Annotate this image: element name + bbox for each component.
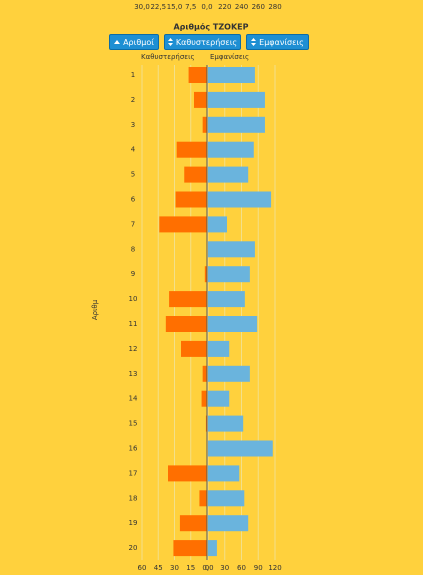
bar <box>175 191 207 208</box>
bar <box>208 241 255 258</box>
x-tick-label: 60 <box>237 564 246 572</box>
top-tick-label: 15,0 <box>167 3 183 11</box>
top-tick-label: 240 <box>235 3 248 11</box>
bar <box>201 390 207 407</box>
bar <box>181 340 207 357</box>
sort-button[interactable]: Εμφανίσεις <box>246 34 309 50</box>
y-tick-label: 12 <box>129 345 138 353</box>
y-tick-label: 17 <box>129 469 138 477</box>
x-tick-label: 120 <box>268 564 281 572</box>
x-tick-label: 30 <box>220 564 229 572</box>
x-tick-label: 15 <box>186 564 195 572</box>
y-tick-label: 5 <box>131 171 135 179</box>
bar <box>204 266 207 283</box>
bar <box>205 415 207 432</box>
bar <box>208 316 258 332</box>
bar <box>165 316 207 332</box>
bar <box>208 415 244 432</box>
bar <box>202 116 207 133</box>
bar <box>208 91 265 108</box>
top-tick-label: 7,5 <box>185 3 196 11</box>
bar <box>208 515 249 532</box>
bar <box>208 490 245 507</box>
bar <box>208 365 250 382</box>
bar <box>208 291 245 308</box>
bar <box>199 490 207 507</box>
x-tick-label: 45 <box>154 564 163 572</box>
bar <box>208 216 227 233</box>
bar <box>208 340 230 357</box>
button-label: Αριθμοί <box>123 37 154 47</box>
bar <box>168 465 207 482</box>
icon <box>167 38 173 46</box>
button-label: Καθυστερήσεις <box>175 37 238 47</box>
y-tick-label: 18 <box>129 494 138 502</box>
bar <box>208 141 254 158</box>
y-tick-label: 11 <box>129 320 138 328</box>
bar <box>208 67 255 83</box>
top-tick-label: 0,0 <box>201 3 212 11</box>
legend-label: Εμφανίσεις <box>210 53 249 61</box>
top-tick-label: 280 <box>268 3 281 11</box>
top-tick-label: 22,5 <box>150 3 166 11</box>
icon <box>251 38 257 46</box>
bar <box>208 540 217 557</box>
bar <box>188 67 207 83</box>
y-tick-label: 14 <box>129 395 138 403</box>
top-tick-label: 30,0 <box>134 3 150 11</box>
x-tick-label: 0 <box>205 564 209 572</box>
bar <box>208 166 249 183</box>
y-tick-label: 2 <box>131 96 135 104</box>
y-axis-label: Αριθμ <box>91 299 99 320</box>
x-tick-label: 30 <box>170 564 179 572</box>
bar <box>173 540 207 557</box>
x-tick-label: 0,0 <box>202 564 213 572</box>
y-tick-label: 19 <box>129 519 138 527</box>
y-tick-label: 7 <box>131 220 135 228</box>
y-tick-label: 20 <box>129 544 138 552</box>
top-tick-label: 260 <box>252 3 265 11</box>
y-tick-label: 8 <box>131 245 135 253</box>
bar <box>208 266 250 283</box>
bar <box>169 291 207 308</box>
button-label: Εμφανίσεις <box>259 37 304 47</box>
y-tick-label: 15 <box>129 420 138 428</box>
y-tick-label: 6 <box>131 196 136 204</box>
bar <box>159 216 207 233</box>
chart-title: Αριθμός ΤΖΟΚΕΡ <box>173 22 248 32</box>
bar <box>176 141 207 158</box>
bar <box>208 440 273 457</box>
icon <box>114 40 121 44</box>
bar <box>194 91 207 108</box>
bar <box>208 116 265 133</box>
y-tick-label: 9 <box>131 270 135 278</box>
legend-label: Καθυστερήσεις <box>141 53 195 61</box>
bar <box>184 166 207 183</box>
bar <box>202 365 207 382</box>
x-tick-label: 90 <box>254 564 263 572</box>
y-tick-label: 13 <box>129 370 138 378</box>
bar <box>179 515 207 532</box>
y-tick-label: 4 <box>131 146 136 154</box>
bar <box>208 390 230 407</box>
y-tick-label: 1 <box>131 71 135 79</box>
bar <box>208 465 240 482</box>
y-tick-label: 16 <box>129 445 138 453</box>
top-tick-label: 220 <box>218 3 231 11</box>
bar <box>208 191 272 208</box>
y-tick-label: 10 <box>129 295 138 303</box>
sort-button[interactable]: Αριθμοί <box>109 34 159 50</box>
y-tick-label: 3 <box>131 121 135 129</box>
sort-button[interactable]: Καθυστερήσεις <box>164 34 241 50</box>
x-tick-label: 60 <box>138 564 147 572</box>
